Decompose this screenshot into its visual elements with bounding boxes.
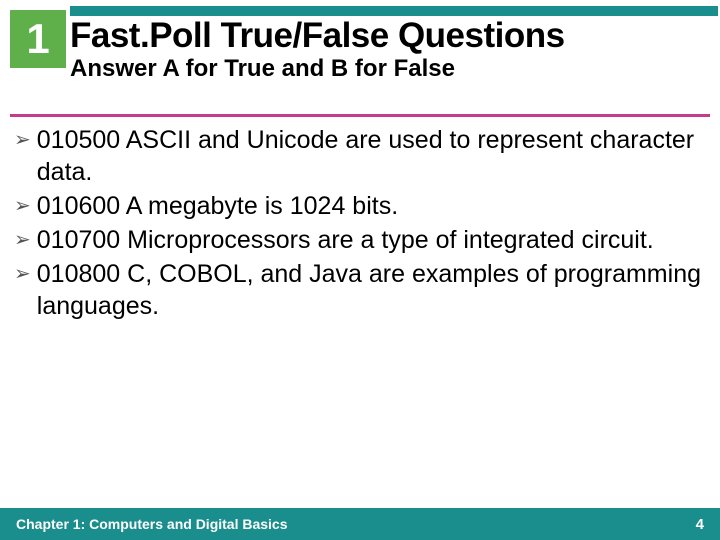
list-item: ➢ 010800 C, COBOL, and Java are examples… [14,258,704,322]
arrow-icon: ➢ [14,258,31,290]
bullet-text: 010800 C, COBOL, and Java are examples o… [37,258,704,322]
slide-title: Fast.Poll True/False Questions [70,18,710,55]
magenta-divider [10,114,710,117]
arrow-icon: ➢ [14,224,31,256]
bullet-text: 010500 ASCII and Unicode are used to rep… [37,124,704,188]
footer-bar: Chapter 1: Computers and Digital Basics … [0,508,720,540]
arrow-icon: ➢ [14,124,31,156]
bullet-text: 010700 Microprocessors are a type of int… [37,224,654,256]
list-item: ➢ 010500 ASCII and Unicode are used to r… [14,124,704,188]
slide-number-box: 1 [10,10,66,68]
bullet-text: 010600 A megabyte is 1024 bits. [37,190,398,222]
footer-chapter: Chapter 1: Computers and Digital Basics [16,516,288,532]
slide-number: 1 [10,10,66,68]
content-area: ➢ 010500 ASCII and Unicode are used to r… [14,124,704,324]
list-item: ➢ 010700 Microprocessors are a type of i… [14,224,704,256]
list-item: ➢ 010600 A megabyte is 1024 bits. [14,190,704,222]
slide-subtitle: Answer A for True and B for False [70,55,710,83]
arrow-icon: ➢ [14,190,31,222]
title-area: Fast.Poll True/False Questions Answer A … [70,6,710,83]
teal-accent-bar [70,6,718,16]
footer-page-number: 4 [696,516,704,533]
